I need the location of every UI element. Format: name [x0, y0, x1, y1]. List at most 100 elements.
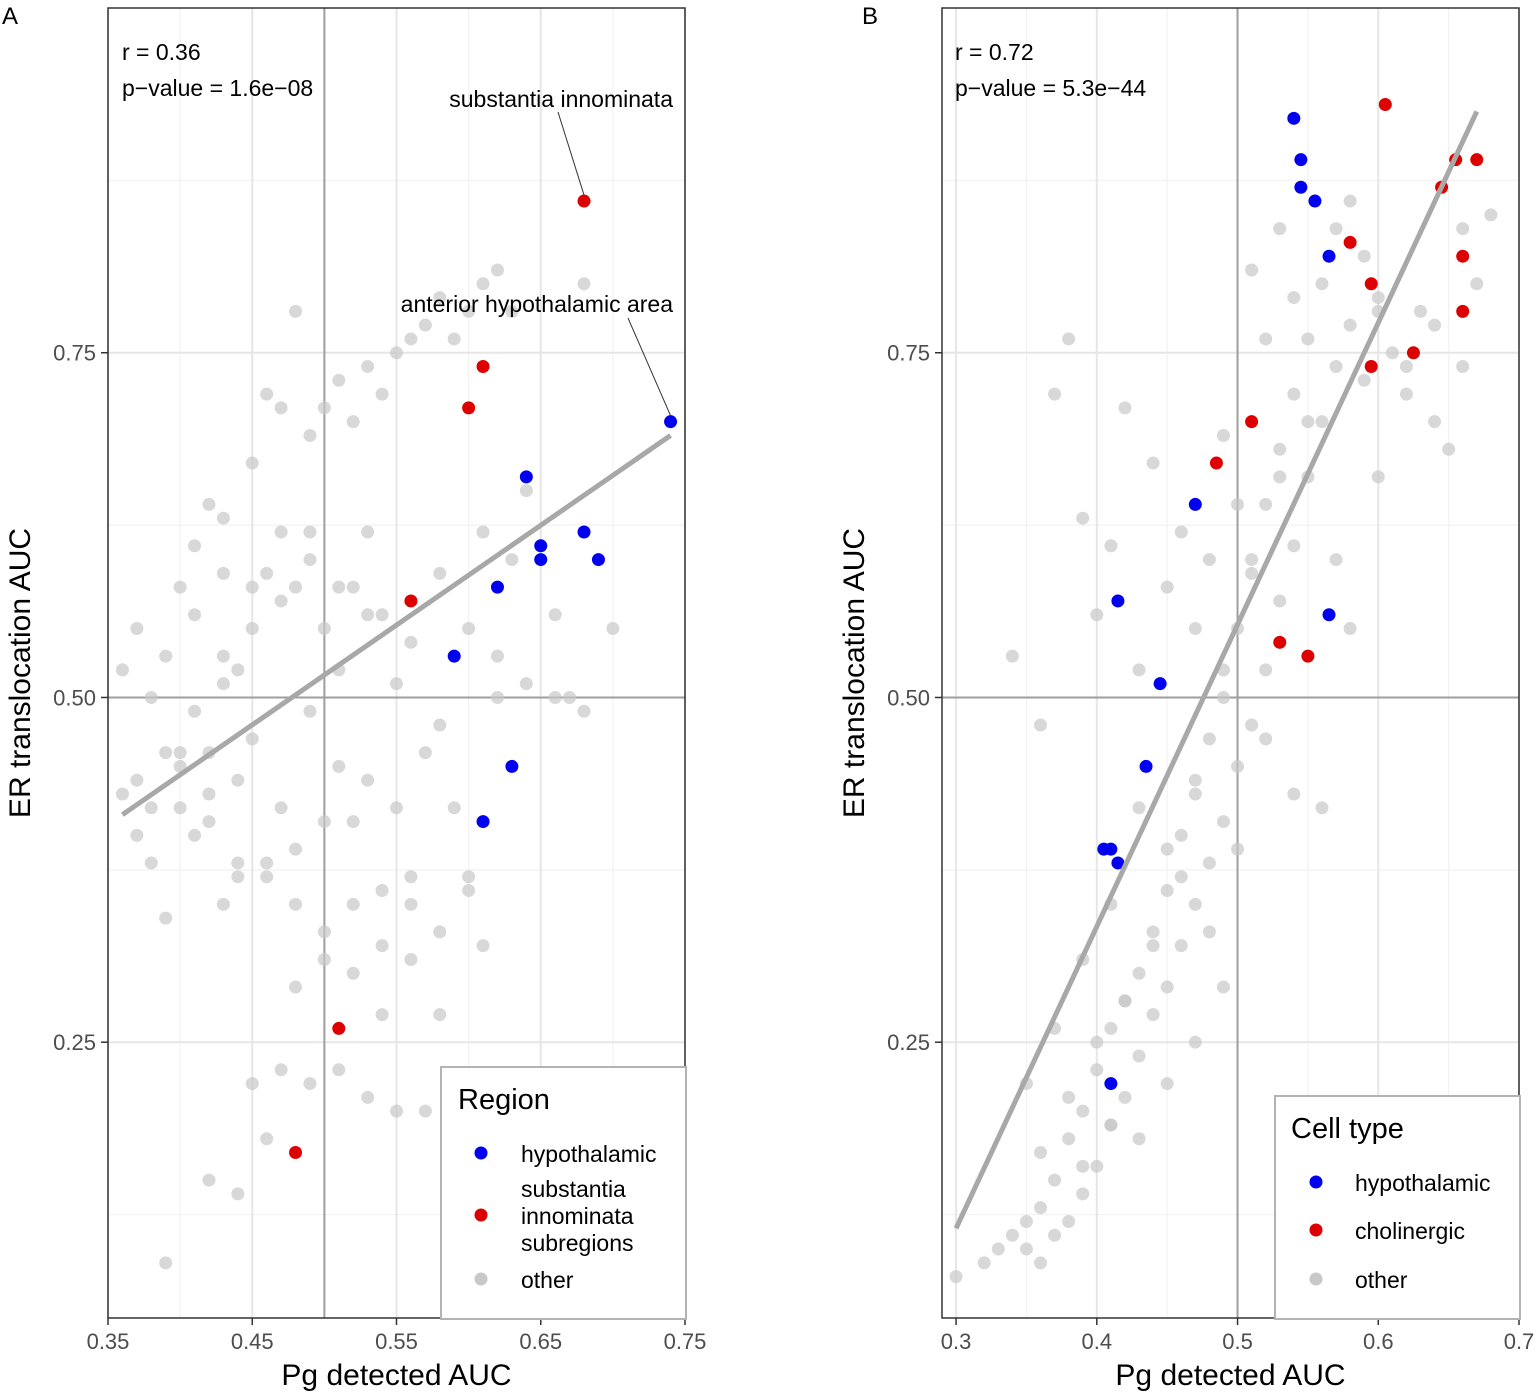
- legend-label: other: [521, 1267, 574, 1293]
- data-point: [1329, 360, 1343, 374]
- stat-r: r = 0.72: [955, 39, 1034, 65]
- series-hypothalamic: [1097, 111, 1336, 1091]
- data-point: [1364, 277, 1378, 291]
- data-point: [1104, 1118, 1118, 1132]
- data-point: [1216, 980, 1230, 994]
- x-tick-label: 0.3: [941, 1329, 972, 1354]
- data-point: [231, 856, 245, 870]
- data-point: [1209, 456, 1223, 470]
- data-point: [1371, 470, 1385, 484]
- data-point: [462, 870, 476, 884]
- data-point: [519, 677, 533, 691]
- data-point: [361, 1090, 375, 1104]
- data-point: [1343, 318, 1357, 332]
- data-point: [1062, 1132, 1076, 1146]
- data-point: [1202, 925, 1216, 939]
- data-point: [202, 787, 216, 801]
- data-point: [1357, 249, 1371, 263]
- data-point: [418, 318, 432, 332]
- data-point: [1315, 277, 1329, 291]
- data-point: [1216, 428, 1230, 442]
- x-tick-label: 0.65: [519, 1329, 562, 1354]
- data-point: [1259, 497, 1273, 511]
- data-point: [1146, 939, 1160, 953]
- data-point: [1245, 415, 1259, 429]
- legend-key-dot: [1309, 1272, 1323, 1286]
- data-point: [1005, 649, 1019, 663]
- data-point: [1118, 1090, 1132, 1104]
- data-point: [1132, 801, 1146, 815]
- data-point: [418, 1104, 432, 1118]
- data-point: [577, 277, 591, 291]
- data-point: [462, 622, 476, 636]
- data-point: [433, 1008, 447, 1022]
- data-point: [159, 911, 173, 925]
- data-point: [447, 649, 461, 663]
- data-point: [404, 870, 418, 884]
- data-point: [1231, 497, 1245, 511]
- data-point: [1090, 1035, 1104, 1049]
- data-point: [476, 277, 490, 291]
- data-point: [1034, 1256, 1048, 1270]
- data-point: [231, 1187, 245, 1201]
- data-point: [1090, 608, 1104, 622]
- data-point: [346, 415, 360, 429]
- stat-r: r = 0.36: [122, 39, 201, 65]
- data-point: [1048, 1173, 1062, 1187]
- data-point: [1188, 787, 1202, 801]
- legend-label: other: [1355, 1267, 1408, 1293]
- data-point: [1287, 787, 1301, 801]
- data-point: [216, 677, 230, 691]
- data-point: [1146, 1008, 1160, 1022]
- data-point: [317, 952, 331, 966]
- data-point: [188, 704, 202, 718]
- legend-label: hypothalamic: [1355, 1170, 1491, 1196]
- data-point: [1202, 856, 1216, 870]
- data-point: [346, 815, 360, 829]
- data-point: [1019, 1242, 1033, 1256]
- data-point: [433, 566, 447, 580]
- data-point: [202, 815, 216, 829]
- data-point: [317, 815, 331, 829]
- legend-key-dot: [1309, 1223, 1323, 1237]
- data-point: [361, 360, 375, 374]
- series-substantia-innominata-subregions: [289, 194, 591, 1160]
- data-point: [1273, 635, 1287, 649]
- data-point: [1160, 842, 1174, 856]
- data-point: [548, 608, 562, 622]
- data-point: [404, 897, 418, 911]
- data-point: [1076, 1159, 1090, 1173]
- data-point: [1111, 856, 1125, 870]
- data-point: [274, 594, 288, 608]
- data-point: [1132, 663, 1146, 677]
- data-point: [245, 622, 259, 636]
- data-point: [991, 1242, 1005, 1256]
- data-point: [1139, 759, 1153, 773]
- data-point: [949, 1270, 963, 1284]
- data-point: [476, 525, 490, 539]
- data-point: [274, 401, 288, 415]
- data-point: [260, 566, 274, 580]
- data-point: [1301, 649, 1315, 663]
- data-point: [1259, 332, 1273, 346]
- data-point: [577, 704, 591, 718]
- data-point: [577, 525, 591, 539]
- data-point: [1174, 870, 1188, 884]
- x-tick-label: 0.55: [375, 1329, 418, 1354]
- data-point: [1364, 360, 1378, 374]
- data-point: [1470, 277, 1484, 291]
- data-point: [1287, 387, 1301, 401]
- data-point: [216, 649, 230, 663]
- data-point: [1259, 663, 1273, 677]
- x-tick-label: 0.7: [1504, 1329, 1535, 1354]
- data-point: [433, 925, 447, 939]
- data-point: [1245, 553, 1259, 567]
- data-point: [1315, 415, 1329, 429]
- data-point: [1132, 1132, 1146, 1146]
- data-point: [1456, 304, 1470, 318]
- y-tick-label: 0.25: [887, 1030, 930, 1055]
- x-tick-label: 0.75: [664, 1329, 707, 1354]
- legend-key-dot: [474, 1146, 488, 1160]
- data-point: [1111, 594, 1125, 608]
